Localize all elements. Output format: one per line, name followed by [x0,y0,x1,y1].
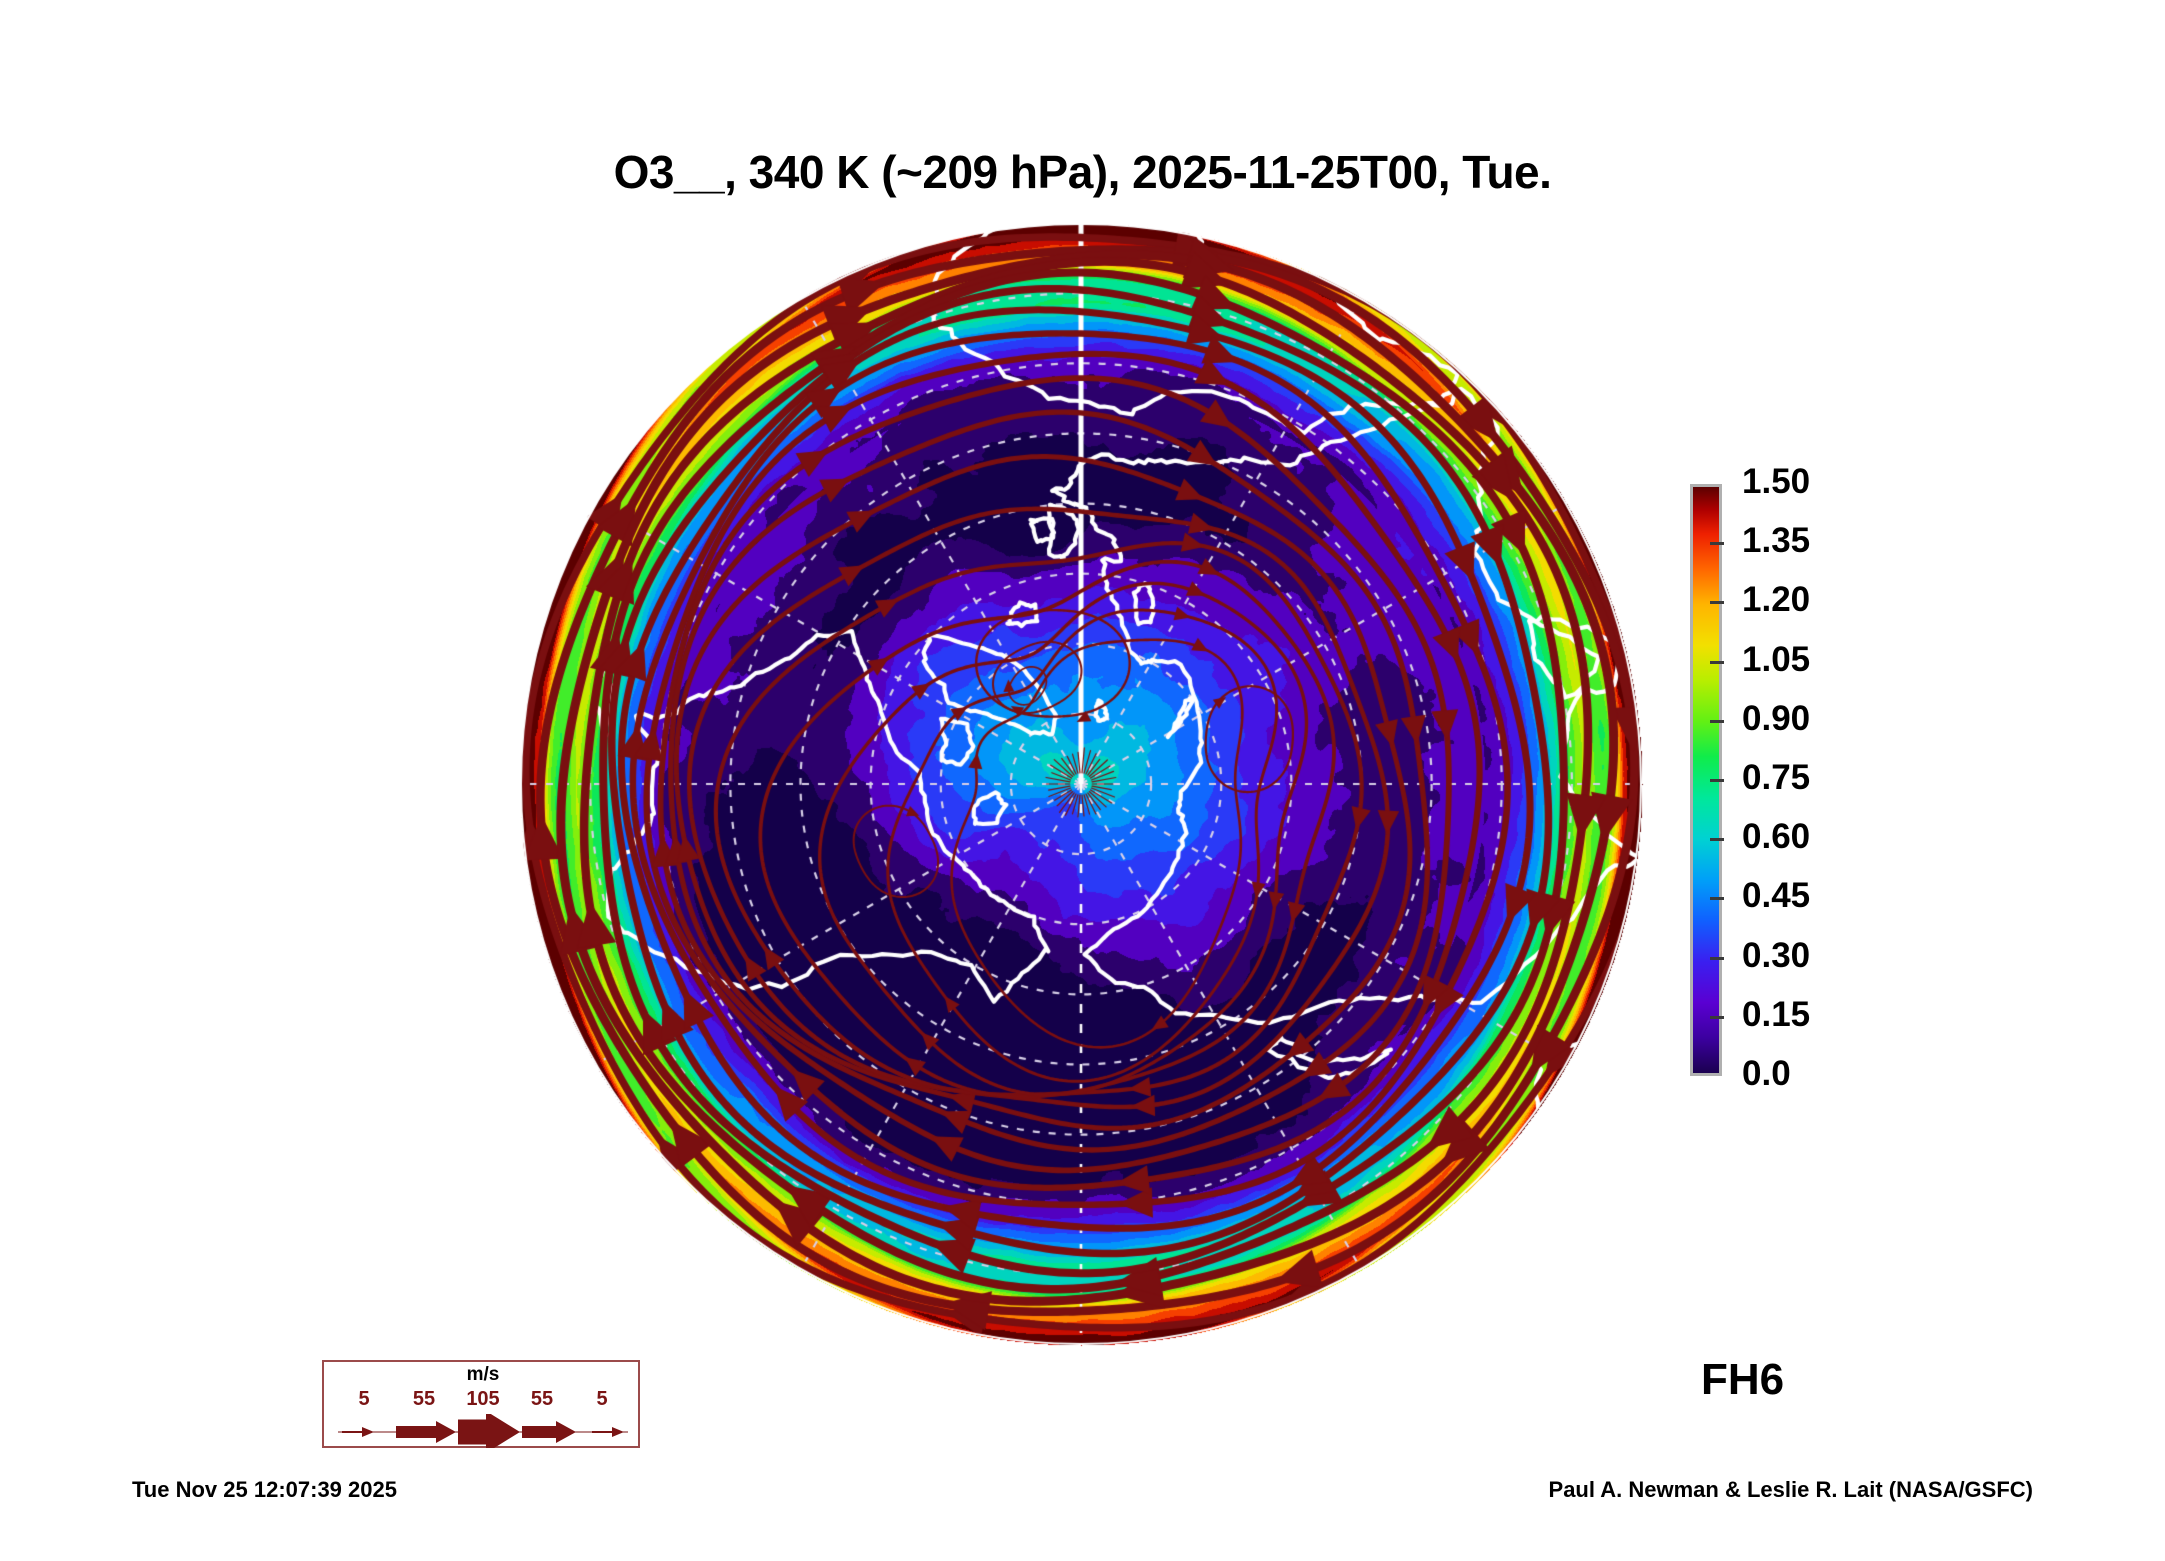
polar-map-canvas [505,208,1657,1360]
colorbar-tick-label: 1.50 [1742,462,1811,501]
colorbar-tick-label: 1.35 [1742,521,1811,561]
wind-legend-units-label: m/s [466,1364,500,1385]
wind-legend-tick-label: 55 [530,1388,554,1410]
wind-legend-arrow-icon [338,1414,628,1448]
colorbar-tick [1710,779,1724,782]
wind-legend-tick-label: 55 [412,1388,436,1410]
colorbar-tick [1710,601,1724,605]
colorbar-tick [1710,956,1724,960]
colorbar-tick [1710,838,1724,842]
generation-timestamp: Tue Nov 25 12:07:39 2025 [132,1477,397,1502]
wind-legend-tick-label: 5 [358,1388,370,1410]
colorbar-tick-label: 1.05 [1742,639,1811,679]
wind-arrow-glyph [522,1421,576,1443]
wind-arrow-glyph [396,1421,456,1443]
wind-legend-tick-label: 105 [466,1388,500,1410]
colorbar-tick-label: 0.30 [1742,935,1811,975]
wind-arrow-glyph [342,1427,374,1437]
page-title: O3__, 340 K (~209 hPa), 2025-11-25T00, T… [613,146,1552,198]
colorbar: 1.50 1.35 1.20 1.05 0.90 0.75 0.60 0.45 0.30 0.15… [1690,464,1950,1091]
colorbar-tick-label: 0.0 [1742,1054,1791,1093]
colorbar-tick [1710,719,1724,723]
wind-legend-tick-label: 5 [596,1388,608,1410]
author-credit: Paul A. Newman & Leslie R. Lait (NASA/GS… [1548,1477,2033,1502]
colorbar-tick [1710,542,1724,546]
colorbar-tick-label: 0.90 [1742,698,1811,738]
colorbar-tick [1710,897,1724,901]
wind-arrow-glyph [458,1414,520,1448]
polar-map [505,208,1657,1360]
wind-speed-legend: m/s 5 55 105 55 5 [322,1360,640,1448]
colorbar-tick-label: 0.45 [1742,876,1811,916]
colorbar-tick [1710,660,1724,664]
forecast-hour-label: FH6 [1701,1355,1785,1404]
colorbar-tick [1710,1015,1724,1019]
wind-arrow-glyph [592,1427,624,1437]
colorbar-tick-label: 0.60 [1742,817,1811,857]
colorbar-tick-label: 0.75 [1742,758,1811,797]
colorbar-tick-label: 1.20 [1742,580,1811,620]
colorbar-tick-label: 0.15 [1742,994,1811,1034]
